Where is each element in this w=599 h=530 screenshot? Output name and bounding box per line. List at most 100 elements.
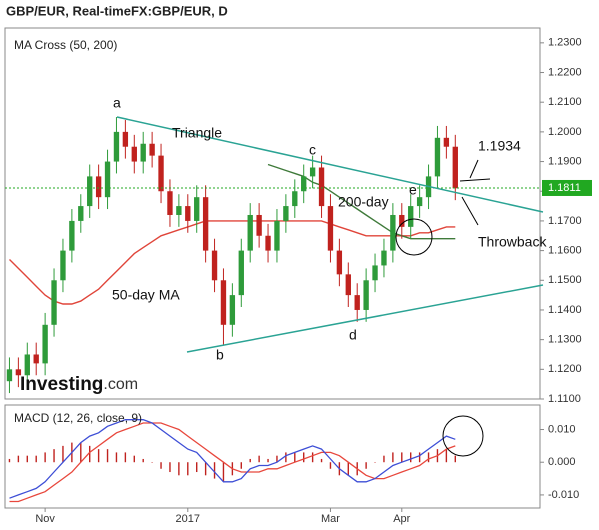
candle-body: [265, 235, 271, 251]
histogram-bar: [410, 452, 412, 463]
y-tick-label: 1.1400: [548, 304, 582, 316]
histogram-bar: [178, 462, 180, 476]
histogram-bar: [106, 449, 109, 463]
y-tick-label: 1.2000: [548, 126, 582, 138]
candle-body: [202, 197, 209, 251]
candle-body: [211, 250, 218, 281]
brand-logo: Investing.com: [20, 374, 138, 395]
histogram-bar: [240, 462, 242, 469]
histogram-bar: [267, 458, 269, 463]
histogram-bar: [89, 445, 91, 463]
candle-body: [24, 354, 30, 376]
macd-circle: [442, 415, 484, 457]
candle-body: [220, 280, 227, 325]
histogram-bar: [133, 455, 135, 463]
annotation: 1.1934: [478, 138, 521, 154]
candle-body: [113, 131, 120, 162]
candle-body: [167, 191, 173, 215]
x-tick-label: 2017: [176, 513, 200, 525]
candle-body: [42, 324, 48, 364]
histogram-bar: [320, 458, 323, 463]
candle-body: [122, 131, 129, 147]
y-tick-label: 1.2100: [548, 96, 582, 108]
histogram-bar: [160, 462, 162, 469]
candle-body: [60, 250, 66, 281]
candle-body: [416, 197, 423, 207]
candle-body: [78, 206, 84, 221]
histogram-bar: [196, 462, 198, 473]
histogram-bar: [374, 462, 376, 463]
candle-body: [434, 137, 441, 177]
histogram-bar: [124, 452, 127, 463]
y-tick-label: 1.1300: [548, 334, 582, 346]
histogram-bar: [258, 455, 260, 463]
lower-trendline: [186, 284, 544, 353]
y-tick-label: 0.000: [548, 456, 576, 468]
candle-body: [158, 155, 164, 192]
x-tick-label: Apr: [393, 513, 410, 525]
histogram-bar: [392, 452, 394, 463]
level-pointer: [469, 159, 479, 179]
panel-title: MA Cross (50, 200): [14, 38, 117, 52]
ma-line: [267, 163, 456, 240]
histogram-bar: [26, 455, 28, 463]
histogram-bar: [35, 455, 37, 463]
histogram-bar: [329, 462, 332, 469]
annotation: e: [409, 182, 417, 198]
y-tick-label: 1.1100: [548, 393, 581, 405]
candle-body: [309, 167, 316, 177]
histogram-bar: [115, 452, 118, 463]
candle-body: [140, 143, 146, 162]
y-tick-label: 1.2200: [548, 66, 582, 78]
candle-body: [15, 369, 22, 376]
candle-body: [283, 206, 289, 221]
last-price-label: 1.1811: [548, 182, 581, 194]
macd-line: [9, 419, 456, 499]
annotation: Triangle: [172, 125, 222, 141]
macd-panel: [4, 404, 541, 509]
x-tick-label: Mar: [321, 513, 340, 525]
throwback-pointer: [461, 196, 479, 226]
candle-body: [443, 137, 450, 147]
histogram-bar: [222, 462, 225, 482]
annotation: d: [349, 327, 357, 343]
histogram-bar: [204, 462, 207, 476]
candle-body: [327, 206, 334, 251]
candle-body: [194, 197, 200, 221]
candle-body: [318, 167, 325, 207]
y-tick-label: 1.2300: [548, 37, 582, 49]
candle-body: [301, 176, 307, 192]
y-tick-label: -0.010: [548, 489, 579, 501]
histogram-bar: [427, 452, 430, 463]
histogram-bar: [62, 445, 64, 463]
histogram-bar: [151, 462, 153, 463]
ma-line: [9, 220, 456, 305]
histogram-bar: [303, 452, 305, 463]
histogram-bar: [365, 462, 367, 469]
upper-trendline: [116, 116, 544, 213]
candle-body: [345, 274, 351, 296]
candle-body: [229, 295, 236, 325]
histogram-bar: [44, 452, 46, 463]
candle-body: [131, 146, 137, 162]
histogram-bar: [347, 462, 349, 476]
histogram-bar: [454, 455, 456, 463]
y-tick-label: 1.1200: [548, 363, 582, 375]
candle-body: [238, 250, 244, 296]
brand-suffix: .com: [103, 376, 138, 393]
candle-body: [87, 176, 93, 207]
y-tick-label: 1.1700: [548, 215, 582, 227]
histogram-bar: [142, 458, 144, 463]
histogram-bar: [8, 458, 11, 463]
candle-body: [372, 265, 378, 281]
main-panel: [4, 27, 541, 400]
candle-body: [95, 176, 102, 198]
candle-body: [274, 220, 280, 251]
histogram-bar: [169, 462, 171, 473]
histogram-bar: [401, 452, 403, 463]
histogram-bar: [445, 449, 448, 463]
y-tick-label: 1.1900: [548, 155, 582, 167]
candle-body: [390, 214, 396, 251]
candle-body: [399, 214, 405, 227]
